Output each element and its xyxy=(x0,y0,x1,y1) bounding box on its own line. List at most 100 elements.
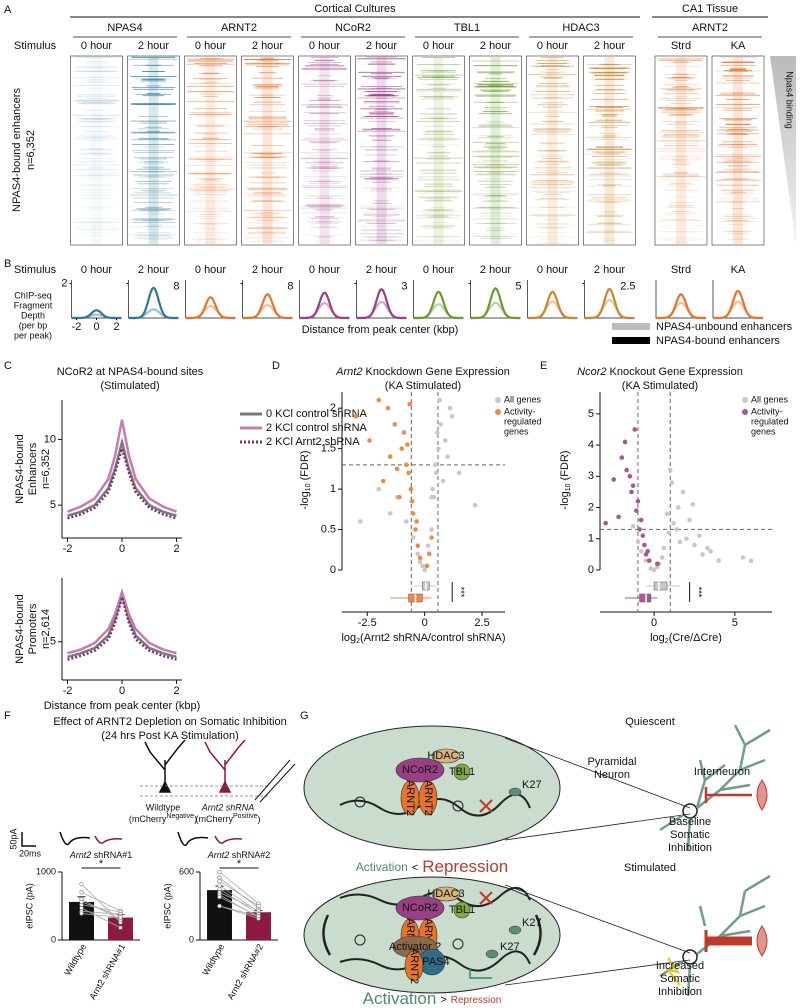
x-tick-label: -2 xyxy=(63,543,73,555)
gene-point xyxy=(622,439,628,445)
x-axis-label: log2(Arnt2 shRNA/control shRNA) xyxy=(341,632,505,645)
y-axis-label-part: 10 xyxy=(305,483,312,491)
x-axis-label-part: (Arnt2 shRNA/control shRNA) xyxy=(360,632,506,644)
dna-anchor xyxy=(354,796,366,808)
gene-point xyxy=(405,442,410,447)
heatmap xyxy=(412,55,465,246)
column-label: 2 hour xyxy=(366,40,398,52)
legend-label: Activity- xyxy=(504,406,536,416)
y-tick-label: 5 xyxy=(50,636,56,648)
heatmap xyxy=(526,55,579,246)
gene-point xyxy=(671,520,676,526)
gene-point xyxy=(635,539,641,545)
y-axis-label: per peak) xyxy=(14,330,52,340)
gene-point xyxy=(640,533,646,538)
protein-label: TBL1 xyxy=(449,904,475,916)
cell-marker-part: ) xyxy=(194,814,197,824)
scale-label: 50pA xyxy=(8,828,18,849)
gene-point xyxy=(426,551,432,557)
gene-point xyxy=(392,422,398,427)
legend-marker xyxy=(742,409,748,415)
y-tick-label: 0 xyxy=(51,934,56,944)
heatmap-center xyxy=(262,57,273,244)
effect-label: Somatic xyxy=(670,829,710,841)
column-label: 0 hour xyxy=(309,264,341,276)
y-axis-label: n=6,352 xyxy=(40,449,52,489)
chart-title-part: Arnt2 xyxy=(335,366,362,378)
y-axis-label-part: (FDR) xyxy=(559,450,571,483)
panel-letter: E xyxy=(540,360,547,372)
column-label: 0 hour xyxy=(195,264,227,276)
profile-curve xyxy=(527,290,578,320)
x-tick-label: -2 xyxy=(72,321,82,333)
x-axis-label-part: log xyxy=(650,632,665,644)
column-label: 2 hour xyxy=(480,40,512,52)
cell-label: Neuron xyxy=(594,769,630,781)
gene-point xyxy=(381,478,386,484)
y-tick-label: 0 xyxy=(189,934,194,944)
gene-point xyxy=(638,517,644,523)
x-tick-label: 5 xyxy=(732,617,738,629)
gene-point xyxy=(429,535,434,540)
x-tick-label: 2 xyxy=(173,685,179,697)
column-label: KA xyxy=(731,264,746,276)
x-tick-label: 0 xyxy=(422,617,428,629)
y-tick-label: 5 xyxy=(50,499,56,511)
protein xyxy=(453,763,471,781)
y-axis-label: NPAS4-bound xyxy=(14,434,26,504)
gene-point xyxy=(472,502,478,508)
histone-label: K27 xyxy=(500,941,520,953)
gene-point xyxy=(616,514,621,520)
gene-point xyxy=(417,555,423,561)
profile-curve xyxy=(185,296,236,320)
profile-line xyxy=(67,444,177,520)
y-tick-label: 1 xyxy=(330,483,336,495)
profile-curve xyxy=(242,293,293,320)
dna-anchor xyxy=(452,938,464,950)
gene-point xyxy=(394,466,400,472)
gene-point xyxy=(651,567,657,573)
gene-point xyxy=(397,494,402,500)
significance-label: * xyxy=(99,858,104,870)
pair-point xyxy=(118,915,123,920)
x-tick-label: Arnt2 shRNA#1 xyxy=(87,942,127,1001)
y-tick-label: 4 xyxy=(588,439,594,451)
gene-point xyxy=(629,489,634,495)
profile-curve xyxy=(71,309,122,320)
column-label: Strd xyxy=(671,40,691,52)
effect-label: Baseline xyxy=(669,816,711,828)
heatmap-center xyxy=(433,57,444,244)
gene-point xyxy=(420,563,425,569)
state-title: Stimulated xyxy=(624,862,676,874)
legend-label: genes xyxy=(751,426,776,436)
heatmap-center xyxy=(604,57,615,244)
factor-label: NPAS4 xyxy=(107,22,142,34)
gene-point xyxy=(403,519,409,524)
gene-point xyxy=(387,511,393,516)
y-tick-label: 2 xyxy=(61,277,67,289)
y-axis-label: Enhancers xyxy=(27,442,39,495)
profile-curve xyxy=(356,287,407,320)
x-tick-label: Wildtype xyxy=(200,942,226,977)
column-label: KA xyxy=(731,40,746,52)
gene-point xyxy=(661,545,667,551)
y-axis-label: n=2,614 xyxy=(40,609,52,649)
protein xyxy=(395,757,445,783)
protein xyxy=(404,950,424,982)
gene-point xyxy=(430,486,435,492)
gene-point xyxy=(414,519,419,524)
stimulus-label: Stimulus xyxy=(14,40,57,52)
gene-point xyxy=(705,545,710,551)
y-tick-label: 0 xyxy=(588,564,594,576)
cell-marker-part: ) xyxy=(258,814,261,824)
gene-point xyxy=(429,527,434,532)
column-label: 0 hour xyxy=(81,264,113,276)
gene-point xyxy=(664,511,670,517)
gene-point xyxy=(624,467,629,473)
pair-point xyxy=(217,903,222,909)
heatmap xyxy=(184,55,237,246)
gene-point xyxy=(716,558,722,563)
x-tick-label: -2 xyxy=(63,685,73,697)
gene-point xyxy=(433,470,439,476)
balance-operator: < xyxy=(412,862,418,874)
